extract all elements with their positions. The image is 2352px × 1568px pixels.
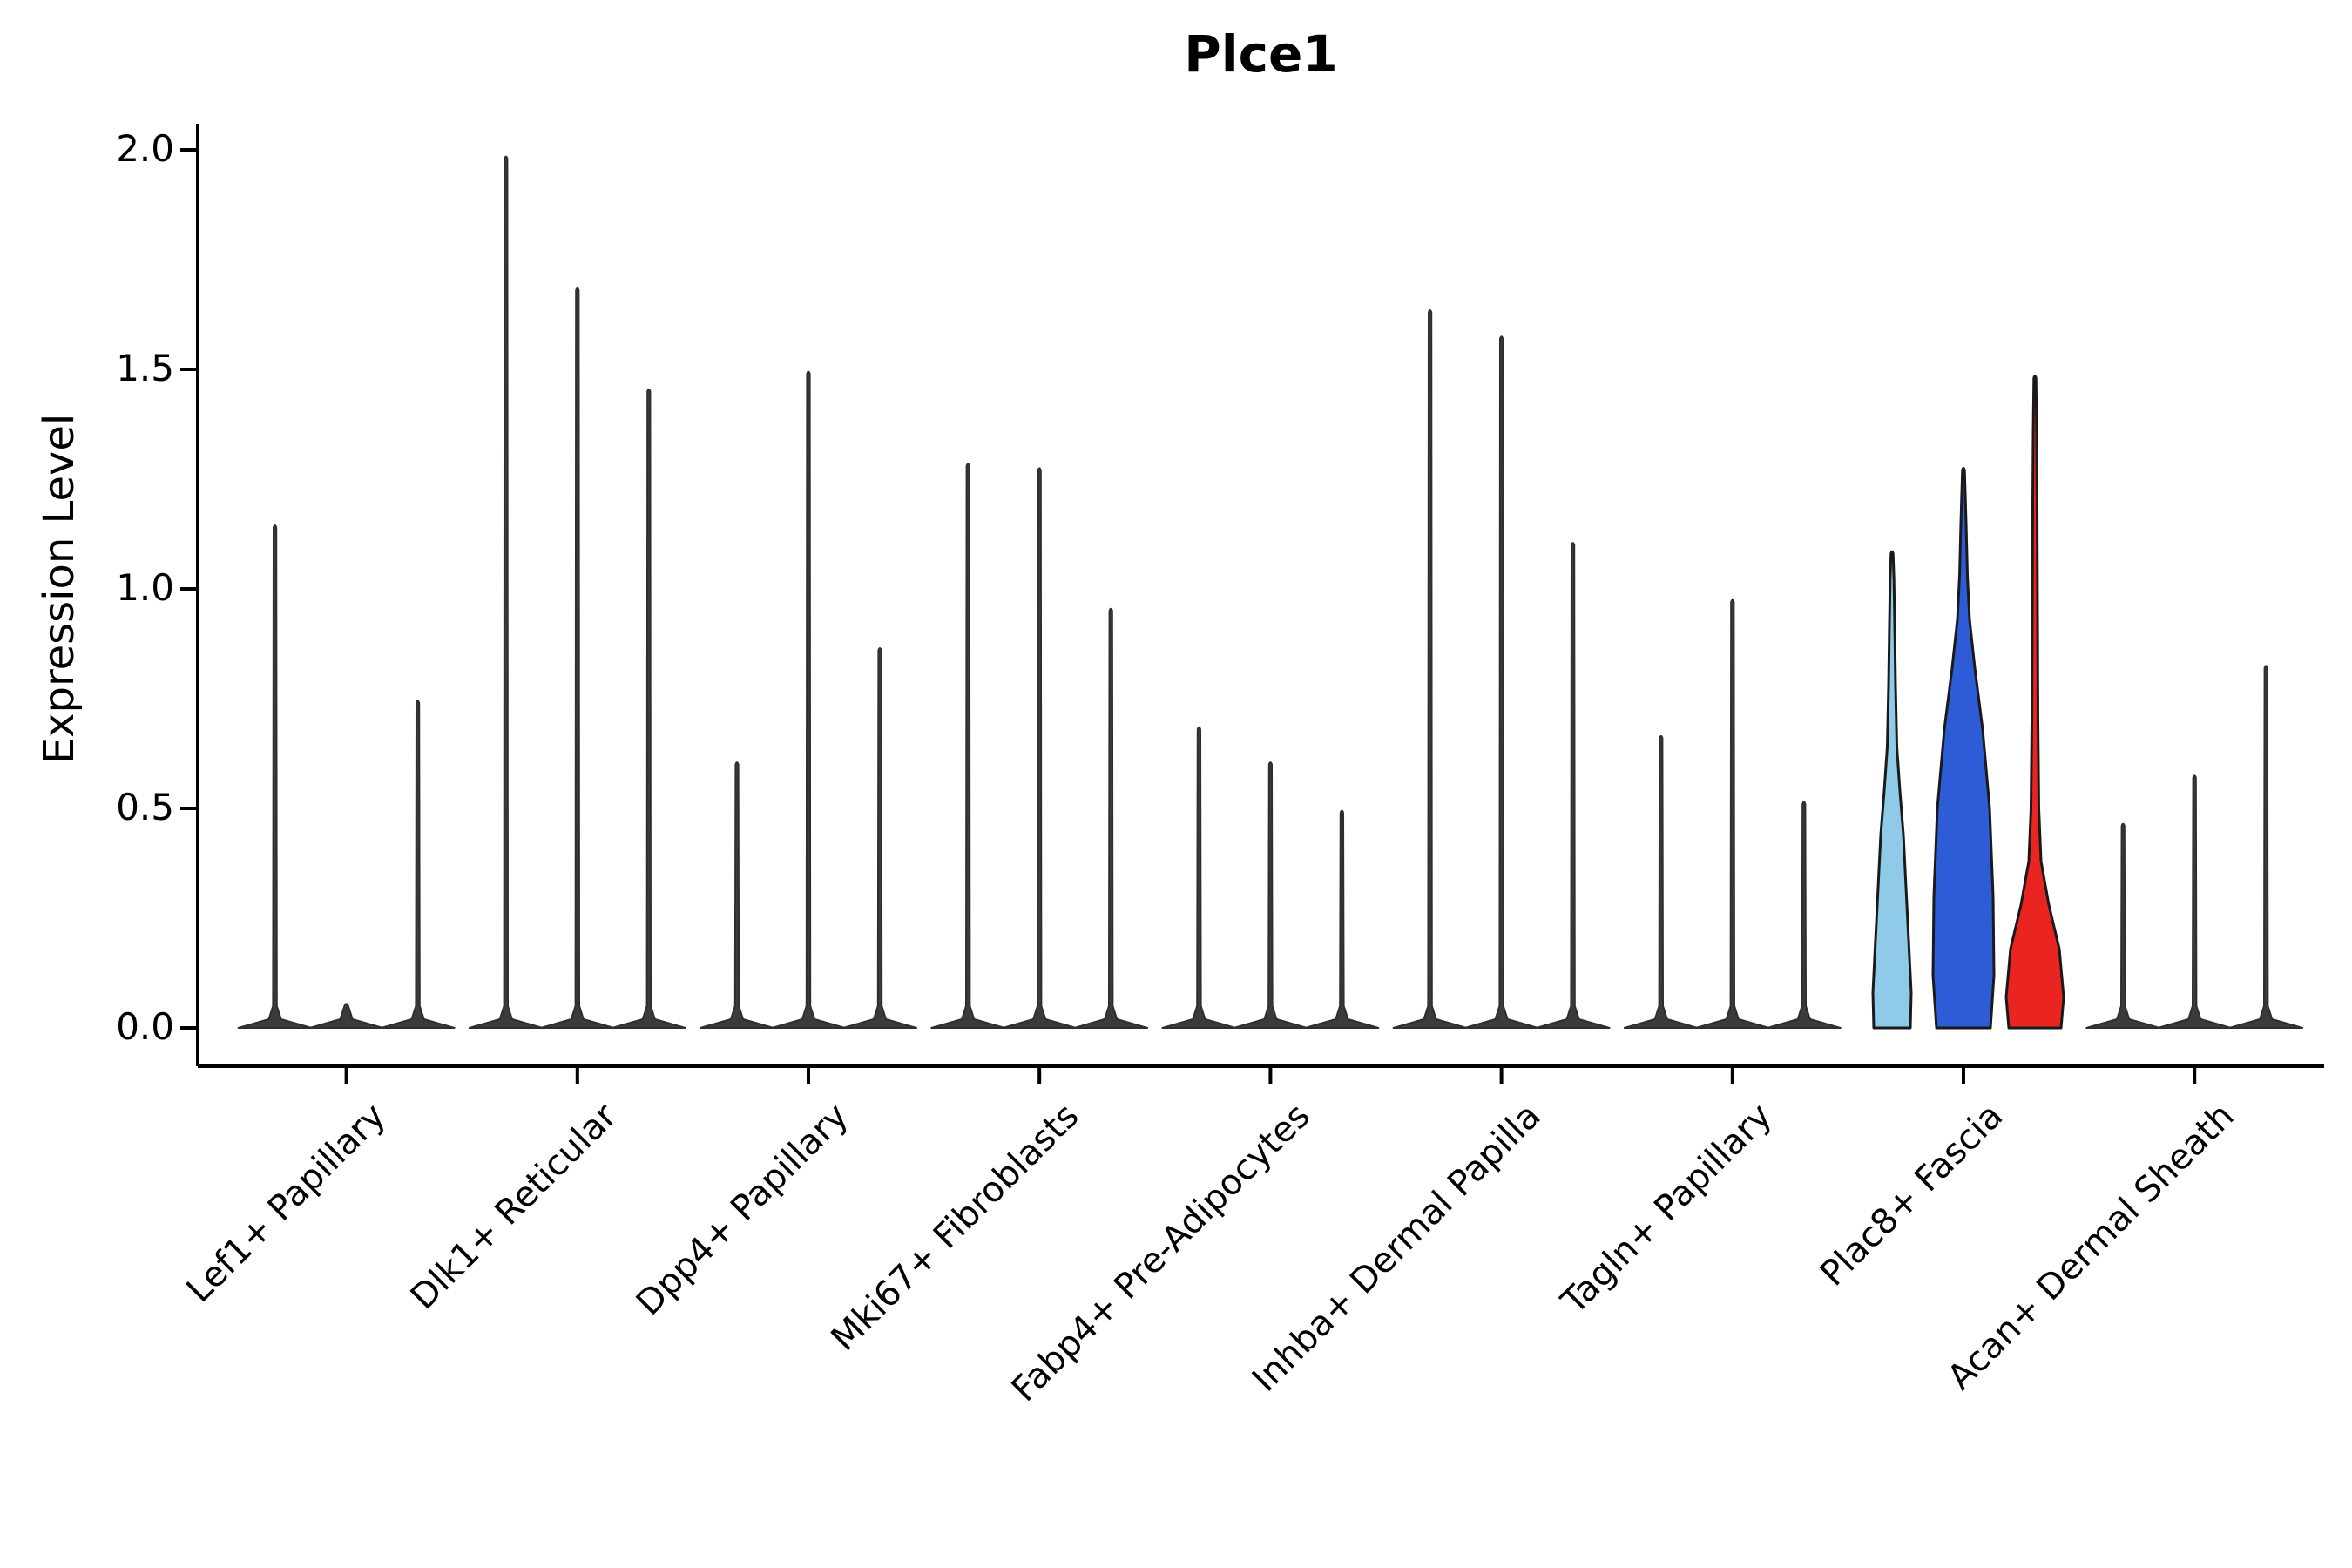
y-tick-label: 1.0 — [116, 566, 174, 609]
violin — [700, 761, 774, 1029]
violin — [2085, 822, 2161, 1029]
violin — [1623, 734, 1699, 1029]
y-tick-label: 0.0 — [116, 1005, 174, 1048]
violin — [611, 388, 686, 1029]
violin — [308, 1003, 384, 1029]
violin — [1535, 542, 1611, 1029]
violin — [539, 287, 615, 1029]
violin — [1002, 467, 1078, 1029]
violin — [1233, 761, 1308, 1029]
violin — [1463, 335, 1539, 1029]
violin — [2157, 774, 2233, 1029]
violin — [2004, 375, 2065, 1030]
violin — [930, 463, 1006, 1029]
violin — [237, 524, 313, 1029]
violin — [1073, 607, 1149, 1029]
chart-title: Plce1 — [1184, 24, 1338, 84]
violin — [1694, 598, 1770, 1029]
violin — [1931, 466, 1996, 1030]
violin — [380, 700, 456, 1029]
violin — [468, 155, 544, 1029]
violin — [771, 370, 846, 1029]
y-tick-label: 1.5 — [116, 347, 174, 389]
violin — [1161, 726, 1237, 1029]
y-tick-label: 0.5 — [116, 786, 174, 828]
violin — [1871, 550, 1913, 1030]
violin — [2228, 665, 2304, 1029]
violin — [1392, 308, 1468, 1029]
violin — [1304, 809, 1380, 1029]
violin — [1766, 801, 1842, 1029]
y-tick-label: 2.0 — [116, 127, 174, 170]
violin — [842, 647, 917, 1029]
